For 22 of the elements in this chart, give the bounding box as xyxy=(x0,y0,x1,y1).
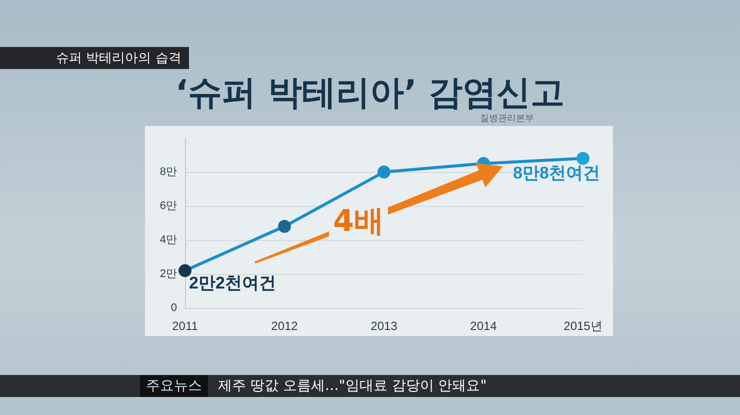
annotation: 8만8천여건 xyxy=(513,163,600,182)
point xyxy=(576,152,590,165)
chart-subtitle: 슈퍼 박테리아의 습격 xyxy=(0,47,190,69)
annotation: 4배 xyxy=(329,204,388,240)
x-tick-label: 2013 xyxy=(370,319,398,333)
x-tick-label: 2011 xyxy=(172,319,198,333)
y-tick-label: 4만 xyxy=(160,234,177,246)
x-tick-label: 2014 xyxy=(470,319,498,333)
x-tick-label: 2015년 xyxy=(564,319,602,333)
y-tick-label: 0 xyxy=(170,302,177,314)
y-tick-label: 8만 xyxy=(160,166,177,178)
annotation: 2만2천여건 xyxy=(189,274,276,293)
point xyxy=(378,166,390,178)
text: 질병관리본부 xyxy=(480,113,534,125)
chart-title: ‘슈퍼 박테리아’ 감염신고 xyxy=(175,73,565,113)
x-tick-label: 2012 xyxy=(271,319,298,333)
point xyxy=(178,264,192,278)
y-tick-label: 6만 xyxy=(160,200,177,212)
y-tick-label: 2만 xyxy=(160,268,177,280)
point xyxy=(278,220,291,233)
text: 제주 땅값 오름세…"임대료 감당이 안돼요" xyxy=(218,377,487,396)
text: 주요뉴스 xyxy=(140,375,208,397)
